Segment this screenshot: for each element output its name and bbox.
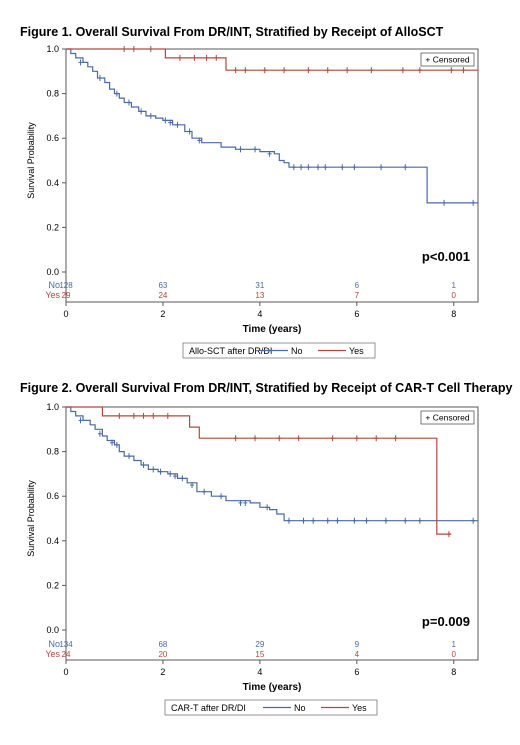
at-risk-count: 15 (255, 650, 264, 659)
p-value-label: p<0.001 (422, 249, 470, 264)
x-tick-label: 2 (160, 667, 165, 677)
legend-item-label: No (294, 703, 306, 713)
y-tick-label: 0.0 (46, 267, 59, 277)
survival-curve-yes (66, 48, 478, 71)
survival-curve-yes (66, 406, 452, 535)
y-tick-label: 1.0 (46, 44, 59, 54)
legend-item-label: No (291, 346, 303, 356)
y-tick-label: 0.2 (46, 580, 59, 590)
at-risk-count: 63 (158, 281, 167, 290)
figure-1-title: Figure 1. Overall Survival From DR/INT, … (20, 25, 444, 39)
p-value-label: p=0.009 (422, 614, 470, 629)
at-risk-count: 7 (355, 291, 360, 300)
at-risk-row-label: Yes (45, 649, 60, 659)
x-tick-label: 8 (451, 309, 456, 319)
at-risk-count: 4 (355, 650, 360, 659)
at-risk-count: 13 (255, 291, 264, 300)
at-risk-count: 128 (59, 281, 73, 290)
y-axis-label: Survival Probability (26, 122, 36, 199)
y-tick-label: 1.0 (46, 402, 59, 412)
figure-2-title: Figure 2. Overall Survival From DR/INT, … (20, 381, 513, 395)
y-tick-label: 0.4 (46, 536, 59, 546)
censored-legend-box (420, 52, 475, 67)
at-risk-count: 0 (452, 650, 457, 659)
at-risk-count: 24 (158, 291, 167, 300)
x-tick-label: 6 (354, 309, 359, 319)
plot-frame (65, 406, 479, 661)
censored-legend-box (420, 410, 475, 425)
x-tick-label: 0 (63, 667, 68, 677)
x-tick-label: 4 (257, 309, 262, 319)
censored-legend-text: + Censored (425, 413, 469, 423)
y-tick-label: 0.6 (46, 491, 59, 501)
at-risk-count: 24 (62, 650, 71, 659)
x-tick-label: 6 (354, 667, 359, 677)
censored-legend-text: + Censored (425, 55, 469, 65)
at-risk-row-label: No (48, 280, 60, 290)
legend-title: CAR-T after DR/DI (171, 703, 246, 713)
x-axis-label: Time (years) (243, 324, 302, 335)
at-risk-count: 29 (62, 291, 71, 300)
at-risk-count: 29 (255, 640, 264, 649)
y-tick-label: 0.0 (46, 625, 59, 635)
plot-frame (65, 48, 479, 303)
at-risk-row-label: No (48, 639, 60, 649)
at-risk-count: 0 (452, 291, 457, 300)
at-risk-row-label: Yes (45, 290, 60, 300)
at-risk-count: 6 (355, 281, 360, 290)
y-tick-label: 0.8 (46, 447, 59, 457)
x-tick-label: 2 (160, 309, 165, 319)
legend-item-label: Yes (352, 703, 367, 713)
x-tick-label: 8 (451, 667, 456, 677)
at-risk-count: 1 (452, 281, 457, 290)
x-axis-label: Time (years) (243, 682, 302, 693)
y-tick-label: 0.2 (46, 222, 59, 232)
at-risk-count: 20 (158, 650, 167, 659)
y-axis-label: Survival Probability (26, 480, 36, 557)
legend-item-label: Yes (349, 346, 364, 356)
x-tick-label: 4 (257, 667, 262, 677)
y-tick-label: 0.4 (46, 178, 59, 188)
at-risk-count: 31 (255, 281, 264, 290)
at-risk-count: 68 (158, 640, 167, 649)
at-risk-count: 134 (59, 640, 73, 649)
y-tick-label: 0.8 (46, 89, 59, 99)
at-risk-count: 9 (355, 640, 360, 649)
survival-curve-no (66, 406, 478, 522)
x-tick-label: 0 (63, 309, 68, 319)
legend-title: Allo-SCT after DR/DI (189, 346, 272, 356)
survival-curve-no (66, 48, 478, 204)
at-risk-count: 1 (452, 640, 457, 649)
y-tick-label: 0.6 (46, 133, 59, 143)
